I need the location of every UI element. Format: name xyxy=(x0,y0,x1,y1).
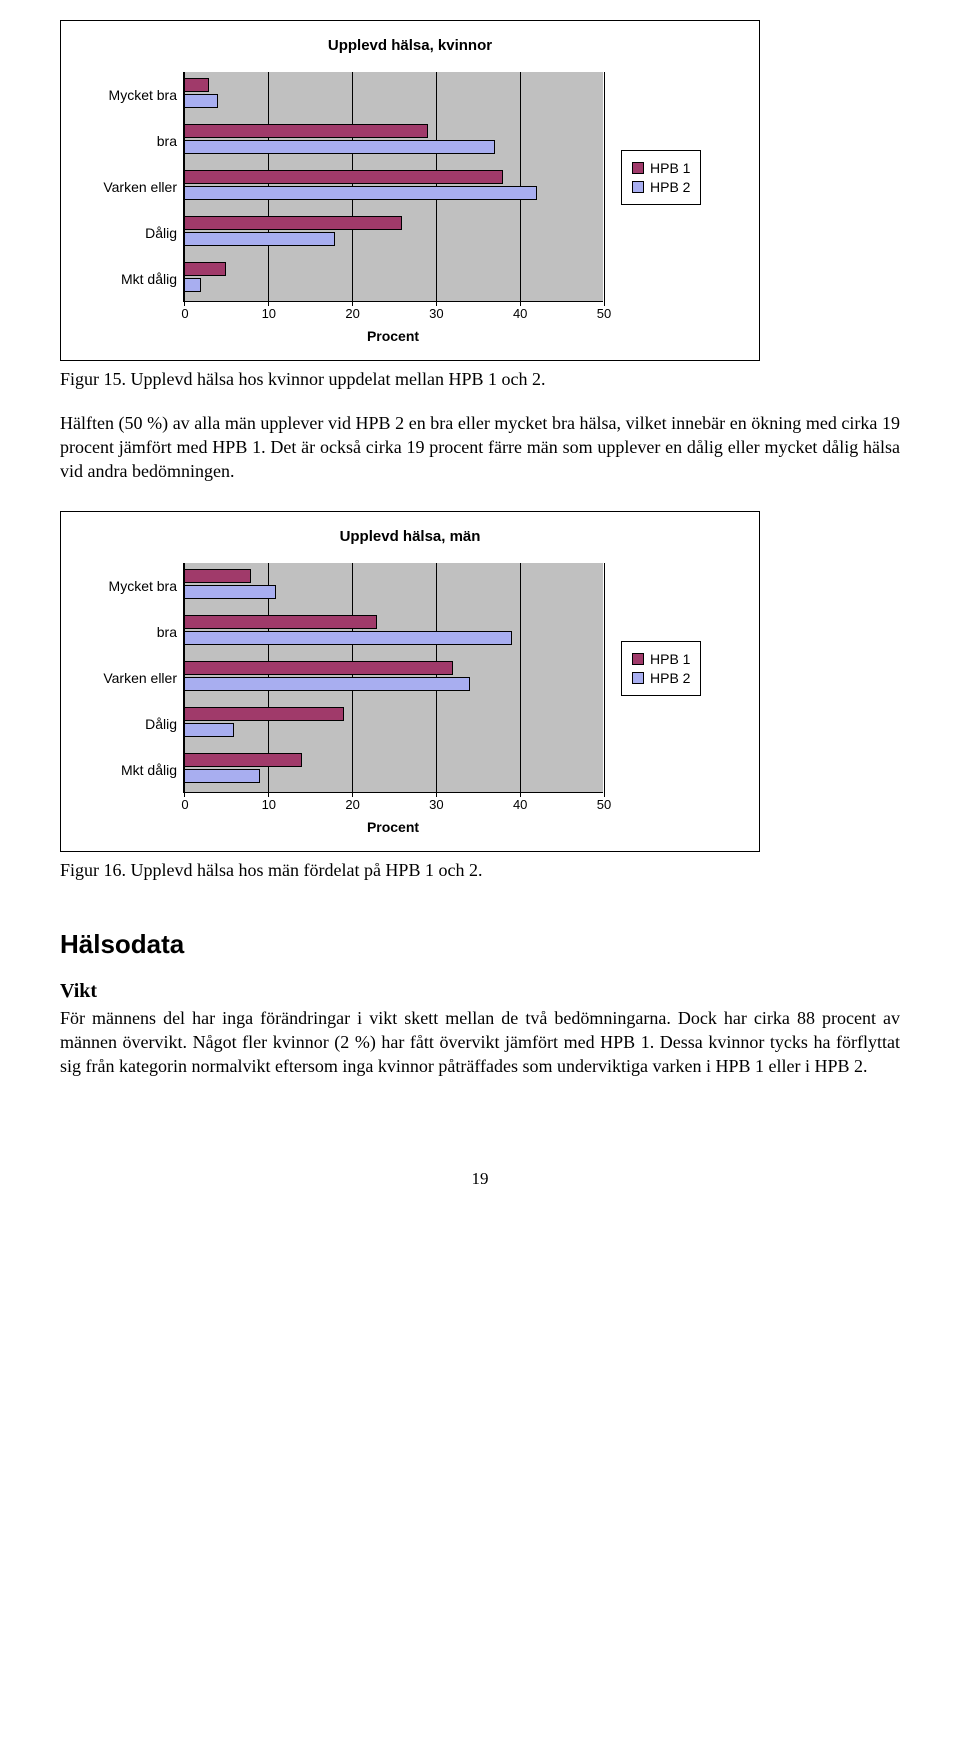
chart2-category-labels: Mycket brabraVarken ellerDåligMkt dålig xyxy=(73,563,183,793)
bar-hpb1 xyxy=(184,569,251,583)
bar-group xyxy=(184,609,603,655)
bar-hpb2 xyxy=(184,278,201,292)
legend-row-hpb2-2: HPB 2 xyxy=(632,670,690,686)
chart1-category-labels: Mycket brabraVarken ellerDåligMkt dålig xyxy=(73,72,183,302)
category-label: Dålig xyxy=(73,701,183,747)
gridline xyxy=(604,72,605,301)
chart2-body: Mycket brabraVarken ellerDåligMkt dålig … xyxy=(73,563,747,835)
paragraph-1: Hälften (50 %) av alla män upplever vid … xyxy=(60,412,900,483)
category-label: bra xyxy=(73,118,183,164)
bar-hpb1 xyxy=(184,78,209,92)
bar-group xyxy=(184,563,603,609)
sub-heading-vikt: Vikt xyxy=(60,980,900,1003)
category-label: Mkt dålig xyxy=(73,747,183,793)
bar-hpb1 xyxy=(184,707,344,721)
bar-hpb2 xyxy=(184,232,335,246)
chart-man: Upplevd hälsa, män Mycket brabraVarken e… xyxy=(60,511,760,852)
category-label: Mycket bra xyxy=(73,563,183,609)
bar-group xyxy=(184,747,603,793)
chart1-x-axis-label: Procent xyxy=(183,328,603,344)
chart1-title: Upplevd hälsa, kvinnor xyxy=(73,37,747,54)
bar-hpb2 xyxy=(184,140,495,154)
chart2-x-axis-label: Procent xyxy=(183,819,603,835)
bar-hpb2 xyxy=(184,186,537,200)
bar-group xyxy=(184,118,603,164)
bar-group xyxy=(184,72,603,118)
chart2-plot-area xyxy=(183,563,603,793)
legend-row-hpb2: HPB 2 xyxy=(632,179,690,195)
bar-hpb1 xyxy=(184,753,302,767)
legend-row-hpb1-2: HPB 1 xyxy=(632,651,690,667)
bar-group xyxy=(184,256,603,302)
chart1-plot-wrap: 01020304050 Procent xyxy=(183,72,603,344)
gridline xyxy=(604,563,605,792)
legend-swatch-hpb1-2 xyxy=(632,653,644,665)
chart1-plot-area xyxy=(183,72,603,302)
legend-label-hpb1-2: HPB 1 xyxy=(650,651,690,667)
legend-swatch-hpb2-2 xyxy=(632,672,644,684)
bar-hpb1 xyxy=(184,170,503,184)
bar-hpb2 xyxy=(184,585,276,599)
bar-hpb1 xyxy=(184,124,428,138)
figure-15-caption: Figur 15. Upplevd hälsa hos kvinnor uppd… xyxy=(60,369,900,390)
bar-hpb2 xyxy=(184,94,218,108)
bar-group xyxy=(184,210,603,256)
bar-hpb2 xyxy=(184,723,234,737)
bar-hpb1 xyxy=(184,216,402,230)
category-label: Varken eller xyxy=(73,164,183,210)
page-number: 19 xyxy=(60,1169,900,1189)
paragraph-2: För männens del har inga förändringar i … xyxy=(60,1007,900,1078)
bar-hpb2 xyxy=(184,631,512,645)
category-label: Varken eller xyxy=(73,655,183,701)
chart1-legend: HPB 1 HPB 2 xyxy=(621,150,701,205)
category-label: bra xyxy=(73,609,183,655)
legend-swatch-hpb2 xyxy=(632,181,644,193)
chart2-plot-wrap: 01020304050 Procent xyxy=(183,563,603,835)
section-heading-halsodata: Hälsodata xyxy=(60,929,900,960)
category-label: Mycket bra xyxy=(73,72,183,118)
bar-group xyxy=(184,164,603,210)
chart2-legend: HPB 1 HPB 2 xyxy=(621,641,701,696)
bar-group xyxy=(184,655,603,701)
bar-hpb1 xyxy=(184,661,453,675)
bar-group xyxy=(184,701,603,747)
figure-16-caption: Figur 16. Upplevd hälsa hos män fördelat… xyxy=(60,860,900,881)
bar-hpb1 xyxy=(184,262,226,276)
legend-row-hpb1: HPB 1 xyxy=(632,160,690,176)
legend-label-hpb2-2: HPB 2 xyxy=(650,670,690,686)
chart2-title: Upplevd hälsa, män xyxy=(73,528,747,545)
category-label: Dålig xyxy=(73,210,183,256)
legend-label-hpb1: HPB 1 xyxy=(650,160,690,176)
category-label: Mkt dålig xyxy=(73,256,183,302)
legend-swatch-hpb1 xyxy=(632,162,644,174)
bar-hpb2 xyxy=(184,769,260,783)
bar-hpb1 xyxy=(184,615,377,629)
chart-kvinnor: Upplevd hälsa, kvinnor Mycket brabraVark… xyxy=(60,20,760,361)
bar-hpb2 xyxy=(184,677,470,691)
legend-label-hpb2: HPB 2 xyxy=(650,179,690,195)
chart1-body: Mycket brabraVarken ellerDåligMkt dålig … xyxy=(73,72,747,344)
